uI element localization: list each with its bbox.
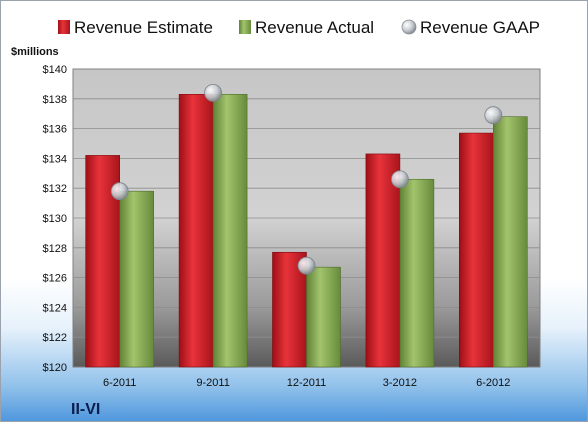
x-tick-label: 6-2011 — [103, 377, 136, 389]
y-tick-label: $122 — [43, 332, 67, 344]
legend-item-estimate: Revenue Estimate — [58, 18, 213, 37]
legend-label-actual: Revenue Actual — [255, 18, 374, 37]
x-tick-label: 3-2012 — [383, 377, 417, 389]
legend-label-gaap: Revenue GAAP — [420, 18, 540, 37]
y-tick-label: $126 — [43, 273, 67, 285]
legend-item-actual: Revenue Actual — [239, 18, 374, 37]
x-tick-label: 6-2012 — [476, 377, 510, 389]
y-tick-label: $132 — [43, 183, 67, 195]
actual-bar — [492, 116, 528, 368]
legend-swatch-actual — [239, 20, 251, 34]
y-tick-label: $134 — [43, 153, 67, 165]
y-tick-label: $130 — [43, 213, 67, 225]
y-tick-label: $128 — [43, 243, 67, 255]
estimate-bar — [178, 94, 214, 368]
x-tick-label: 12-2011 — [287, 377, 327, 389]
x-axis-ticks: 6-2011 9-2011 12-2011 3-2012 6-2012 — [103, 377, 510, 389]
unit-label: $millions — [11, 46, 59, 58]
legend-label-estimate: Revenue Estimate — [74, 18, 213, 37]
actual-bar — [399, 178, 435, 368]
estimate-bar — [365, 153, 401, 368]
actual-bar — [212, 94, 248, 368]
y-tick-label: $140 — [43, 64, 67, 76]
estimate-bar — [458, 132, 494, 368]
legend-item-gaap: Revenue GAAP — [401, 18, 540, 37]
y-axis-ticks: $120 $122 $124 $126 $128 $130 $132 $134 $136 $138… — [43, 64, 67, 374]
y-tick-label: $136 — [43, 124, 67, 136]
x-tick-label: 9-2011 — [196, 377, 229, 389]
legend-swatch-gaap — [401, 19, 417, 35]
y-tick-label: $124 — [43, 302, 67, 314]
legend: Revenue Estimate Revenue Actual Revenue … — [58, 18, 540, 37]
gaap-marker — [297, 256, 316, 275]
legend-swatch-estimate — [58, 20, 70, 34]
gaap-marker — [110, 182, 129, 201]
gaap-markers — [110, 83, 503, 275]
gaap-marker — [204, 83, 223, 102]
gaap-marker — [484, 106, 503, 125]
bars — [85, 94, 528, 368]
y-tick-label: $138 — [43, 94, 67, 106]
y-tick-label: $120 — [43, 362, 67, 374]
actual-bar — [119, 190, 154, 368]
gaap-marker — [390, 170, 409, 189]
actual-bar — [306, 266, 341, 368]
company-label: II-VI — [71, 401, 100, 418]
